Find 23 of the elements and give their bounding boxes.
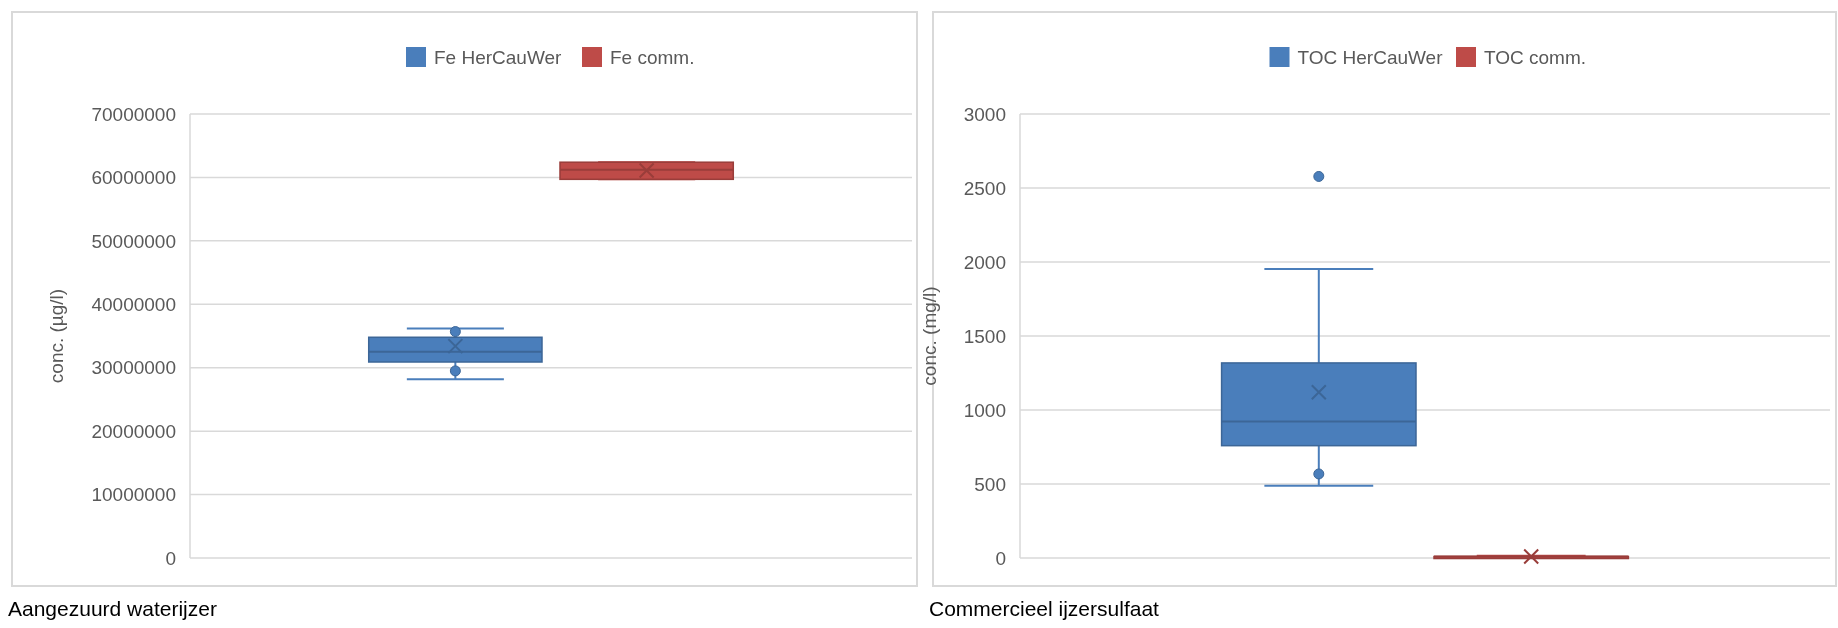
y-axis-title: conc. (mg/l)	[918, 286, 940, 386]
y-tick-label: 2000	[963, 251, 1006, 273]
y-tick-label: 0	[995, 547, 1006, 569]
y-tick-label: 60000000	[91, 167, 176, 189]
y-tick-label: 40000000	[91, 293, 176, 315]
y-tick-label: 10000000	[91, 484, 176, 506]
legend-label: Fe comm.	[610, 46, 695, 68]
y-tick-label: 20000000	[91, 420, 176, 442]
y-axis-title: conc. (µg/l)	[46, 288, 68, 384]
y-tick-label: 50000000	[91, 230, 176, 252]
y-tick-label: 1000	[963, 399, 1006, 421]
text: Aangezuurd waterijzer	[8, 597, 217, 620]
y-tick-label: 1500	[963, 325, 1006, 347]
y-tick-label: 0	[165, 547, 176, 569]
text: Commercieel ijzersulfaat	[929, 597, 1160, 620]
y-tick-label: 2500	[963, 177, 1006, 199]
y-tick-label: 3000	[963, 103, 1006, 125]
legend-label: TOC comm.	[1484, 46, 1587, 68]
legend-label: TOC HerCauWer	[1297, 46, 1444, 68]
y-tick-label: 30000000	[91, 357, 176, 379]
y-tick-label: 70000000	[91, 103, 176, 125]
legend-label: Fe HerCauWer	[434, 46, 563, 68]
y-tick-label: 500	[974, 473, 1006, 495]
